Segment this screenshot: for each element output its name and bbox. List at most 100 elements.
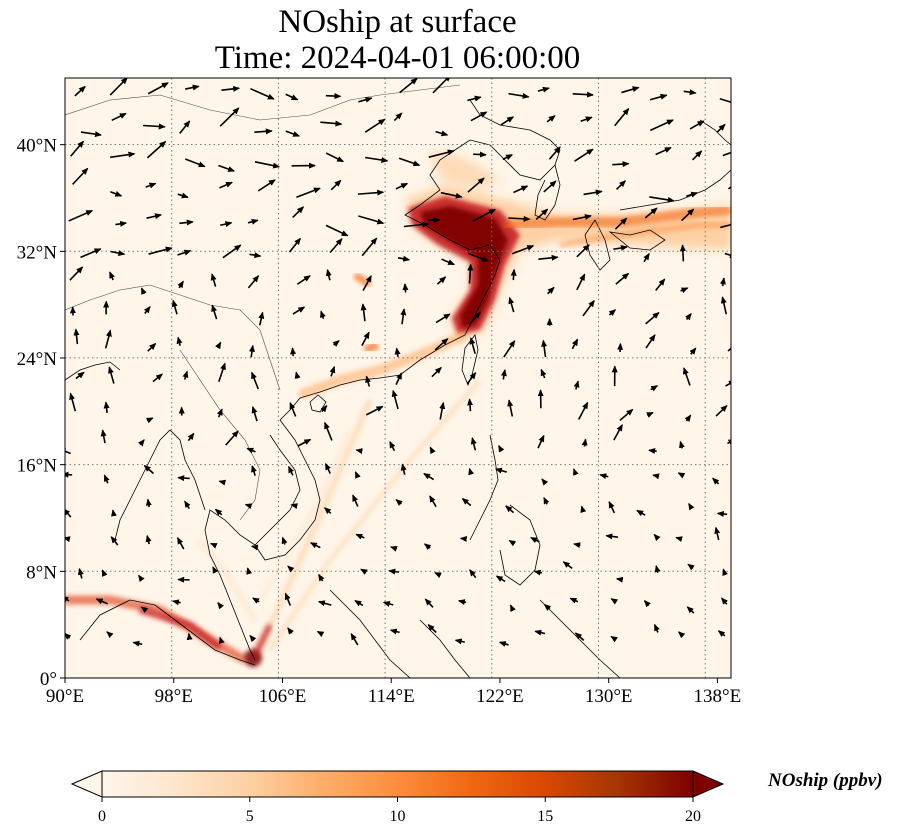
wind-arrow bbox=[249, 252, 262, 259]
wind-arrow bbox=[679, 244, 686, 262]
wind-arrow bbox=[248, 344, 255, 358]
wind-arrow bbox=[329, 365, 336, 377]
wind-arrow bbox=[469, 569, 477, 579]
wind-arrow bbox=[221, 85, 241, 92]
wind-arrow bbox=[145, 182, 157, 189]
wind-arrow bbox=[177, 192, 189, 199]
wind-arrow bbox=[145, 534, 152, 545]
wind-arrow bbox=[394, 347, 401, 358]
colorbar-tick-label: 10 bbox=[390, 808, 406, 825]
wind-arrow bbox=[679, 440, 685, 449]
wind-arrow bbox=[252, 597, 260, 604]
wind-arrow bbox=[287, 627, 294, 635]
wind-arrow bbox=[680, 287, 689, 294]
wind-arrow bbox=[441, 258, 456, 266]
wind-arrow bbox=[176, 537, 185, 550]
wind-arrow bbox=[110, 190, 123, 197]
wind-arrow bbox=[687, 563, 695, 571]
wind-arrow bbox=[364, 118, 386, 133]
wind-arrow bbox=[508, 296, 515, 313]
wind-arrow bbox=[297, 438, 312, 447]
wind-arrow bbox=[177, 475, 190, 482]
wind-arrow bbox=[77, 567, 84, 579]
wind-arrow bbox=[281, 536, 288, 545]
wind-arrow bbox=[294, 371, 301, 379]
wind-arrow bbox=[324, 462, 331, 474]
wind-arrow bbox=[72, 167, 89, 185]
wind-arrow bbox=[398, 157, 421, 167]
wind-arrow bbox=[572, 91, 594, 98]
wind-vectors bbox=[65, 78, 731, 647]
wind-arrow bbox=[688, 502, 695, 511]
wind-arrow bbox=[581, 438, 588, 447]
wind-arrow bbox=[429, 446, 436, 455]
wind-arrow bbox=[95, 598, 108, 605]
wind-arrow bbox=[684, 414, 692, 422]
wind-arrow bbox=[686, 606, 695, 614]
wind-arrow bbox=[467, 252, 489, 262]
wind-arrow bbox=[70, 140, 85, 157]
wind-arrow bbox=[400, 463, 407, 475]
wind-arrow bbox=[508, 539, 517, 547]
colorbar: 0 5 10 15 20 bbox=[70, 770, 725, 825]
wind-arrow bbox=[146, 140, 167, 159]
wind-arrow bbox=[296, 275, 311, 285]
wind-arrow bbox=[714, 526, 721, 541]
wind-arrow bbox=[147, 82, 169, 95]
wind-arrow bbox=[142, 123, 166, 130]
wind-arrow bbox=[146, 213, 162, 220]
wind-arrow bbox=[214, 508, 223, 516]
wind-arrow bbox=[613, 424, 623, 441]
wind-arrow bbox=[220, 221, 233, 228]
wind-arrow bbox=[646, 411, 654, 418]
wind-arrow bbox=[645, 334, 656, 349]
wind-arrow bbox=[355, 533, 365, 540]
wind-arrow bbox=[217, 602, 224, 610]
wind-arrow bbox=[645, 311, 660, 325]
plot-time: Time: 2024-04-01 06:00:00 bbox=[214, 40, 581, 76]
wind-arrow bbox=[724, 252, 731, 258]
wind-arrow bbox=[74, 85, 86, 97]
wind-arrow bbox=[212, 566, 219, 574]
colorbar-gradient bbox=[101, 770, 694, 798]
wind-arrow bbox=[109, 271, 115, 281]
wind-arrow bbox=[177, 249, 192, 256]
wind-arrow bbox=[605, 533, 619, 540]
wind-arrow bbox=[285, 93, 299, 101]
colorbar-tick-label: 5 bbox=[246, 808, 254, 825]
wind-arrow bbox=[541, 478, 549, 486]
wind-arrow bbox=[138, 574, 145, 583]
lat-tick-label: 32°N bbox=[17, 242, 58, 263]
wind-arrow bbox=[619, 408, 634, 422]
wind-arrow bbox=[562, 561, 573, 570]
wind-arrow bbox=[466, 372, 477, 385]
wind-arrow bbox=[614, 217, 628, 230]
wind-arrow bbox=[546, 115, 556, 123]
wind-arrow bbox=[365, 405, 384, 416]
wind-arrow bbox=[400, 308, 407, 325]
wind-arrow bbox=[436, 276, 447, 285]
wind-arrow bbox=[434, 338, 449, 351]
wind-arrow bbox=[222, 244, 242, 259]
wind-arrow bbox=[509, 604, 516, 613]
wind-arrow bbox=[69, 392, 77, 412]
wind-arrow bbox=[186, 632, 193, 641]
wind-arrow bbox=[440, 191, 463, 199]
wind-arrow bbox=[325, 93, 342, 100]
wind-arrow bbox=[719, 97, 731, 104]
wind-arrow bbox=[330, 179, 342, 191]
wind-arrow bbox=[543, 180, 557, 193]
wind-arrow bbox=[296, 187, 321, 199]
wind-arrow bbox=[649, 93, 668, 101]
map-background bbox=[65, 78, 731, 678]
wind-arrow bbox=[324, 421, 333, 441]
wind-arrow bbox=[388, 568, 399, 575]
wind-arrow bbox=[403, 221, 430, 228]
wind-arrow bbox=[250, 87, 275, 100]
wind-arrow bbox=[69, 266, 84, 281]
wind-arrow bbox=[179, 120, 191, 134]
wind-arrow bbox=[454, 638, 465, 645]
wind-arrow bbox=[689, 347, 697, 355]
wind-arrow bbox=[469, 337, 476, 354]
